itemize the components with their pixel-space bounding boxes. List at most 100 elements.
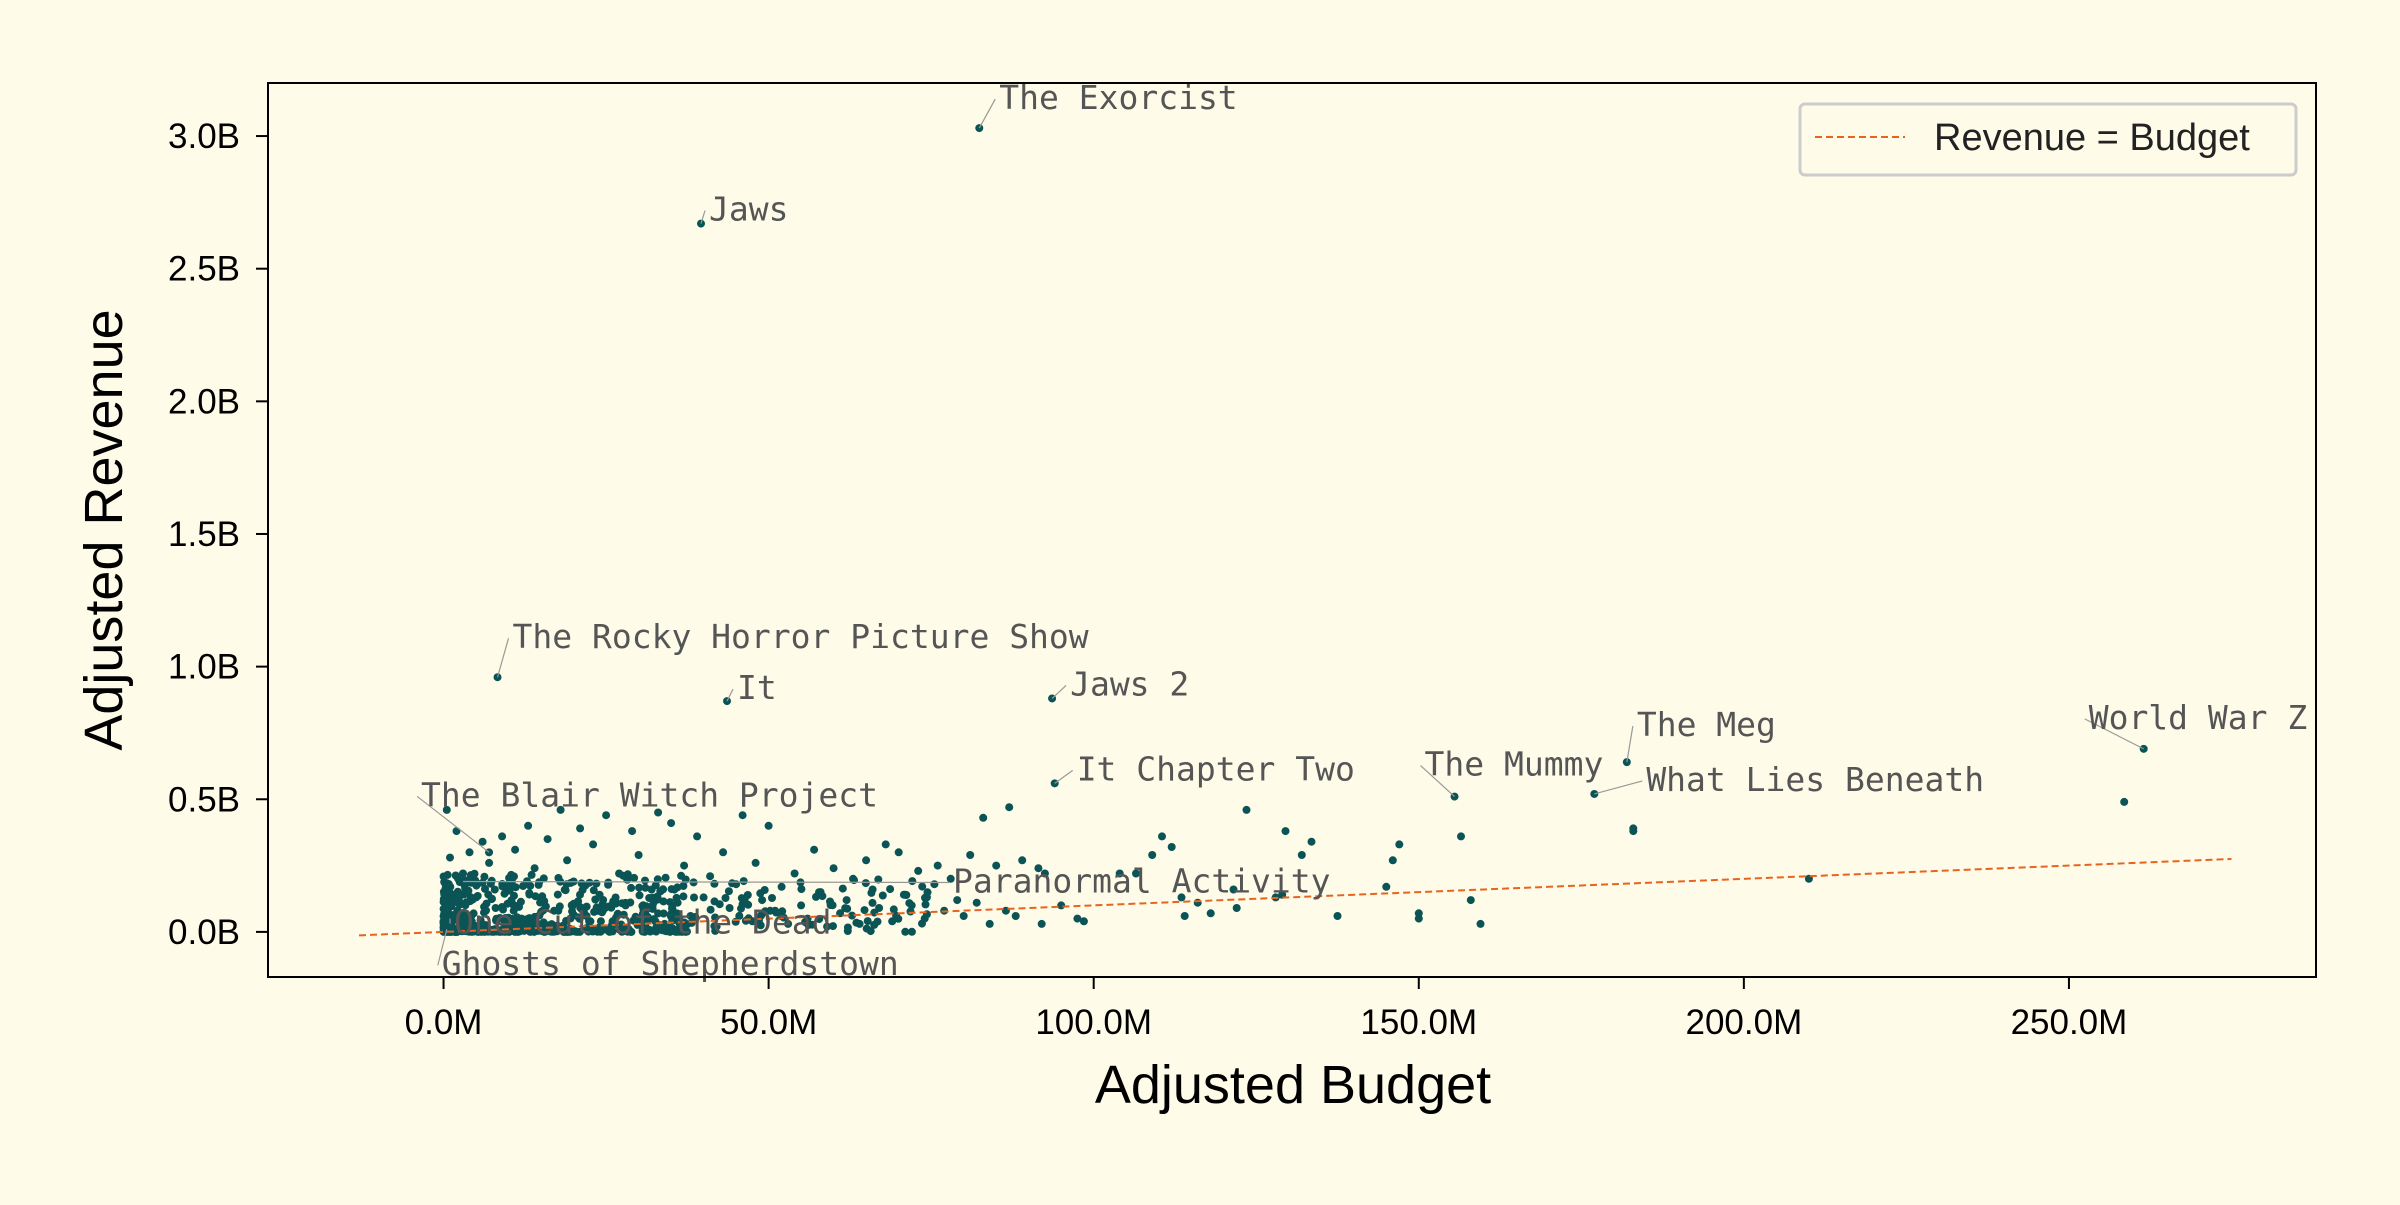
scatter-point — [862, 924, 871, 933]
scatter-point — [480, 872, 489, 881]
scatter-point — [823, 922, 832, 931]
annotation-leader — [1051, 685, 1067, 699]
scatter-point — [484, 890, 493, 899]
scatter-point — [889, 905, 898, 914]
scatter-point — [463, 911, 472, 920]
scatter-point — [680, 861, 689, 870]
scatter-point — [576, 824, 585, 833]
scatter-point — [563, 856, 572, 865]
scatter-point — [1079, 917, 1088, 926]
x-tick-label: 200.0M — [1685, 1003, 1802, 1042]
scatter-point — [1232, 904, 1241, 912]
scatter-point — [510, 872, 518, 881]
scatter-point — [1476, 919, 1485, 928]
scatter-point — [466, 871, 475, 880]
scatter-point — [504, 882, 513, 891]
scatter-point — [848, 911, 856, 920]
scatter-point — [790, 869, 799, 878]
reference-line — [358, 857, 2232, 937]
scatter-point — [491, 904, 500, 912]
scatter-point — [1005, 803, 1014, 812]
legend-box — [1798, 102, 2298, 177]
scatter-point — [1034, 864, 1043, 873]
scatter-point — [498, 832, 507, 841]
scatter-point — [630, 873, 639, 882]
scatter-point — [739, 877, 748, 886]
scatter-point — [918, 882, 927, 891]
scatter-point — [690, 893, 698, 902]
scatter-point — [1167, 843, 1176, 851]
scatter-point — [611, 899, 620, 908]
scatter-point — [439, 887, 448, 896]
scatter-point — [1011, 912, 1020, 920]
scatter-point — [635, 891, 644, 900]
scatter-point — [1333, 912, 1342, 920]
scatter-point — [751, 858, 760, 867]
scatter-point — [1018, 856, 1027, 865]
y-tick-label: 0.0B — [168, 913, 240, 952]
scatter-point — [524, 821, 533, 830]
y-tick-label: 1.0B — [168, 648, 240, 687]
scatter-point — [623, 875, 632, 884]
scatter-point — [804, 921, 813, 929]
scatter-point — [699, 893, 708, 902]
scatter-point — [543, 835, 552, 844]
scatter-point — [573, 927, 582, 936]
scatter-point — [490, 885, 499, 894]
scatter-point — [584, 927, 593, 936]
scatter-point — [1132, 869, 1140, 878]
scatter-point — [525, 889, 534, 898]
scatter-point — [921, 893, 929, 902]
scatter-point — [721, 894, 730, 902]
scatter-point — [725, 904, 734, 912]
scatter-point — [485, 858, 494, 867]
scatter-point — [1457, 832, 1465, 841]
annotation-leader — [463, 880, 950, 884]
scatter-point — [975, 124, 984, 133]
x-axis-title: Adjusted Budget — [1095, 1055, 1491, 1115]
scatter-point — [550, 906, 559, 915]
scatter-point — [510, 901, 519, 910]
scatter-point — [604, 878, 613, 887]
scatter-point — [810, 845, 819, 854]
scatter-point — [574, 913, 583, 922]
y-tick-label: 2.0B — [168, 382, 240, 421]
scatter-point — [582, 912, 591, 920]
point-label: The Exorcist — [999, 78, 1237, 117]
point-label: What Lies Beneath — [1646, 760, 1984, 799]
scatter-point — [908, 877, 917, 886]
scatter-point — [456, 909, 465, 918]
scatter-point — [668, 905, 677, 914]
x-tick-label: 50.0M — [720, 1003, 817, 1042]
legend: Revenue = Budget — [1798, 102, 2298, 177]
scatter-point — [472, 893, 481, 902]
scatter-point — [661, 873, 670, 882]
scatter-point — [576, 890, 584, 899]
scatter-point — [778, 907, 787, 916]
scatter-point — [553, 890, 562, 899]
y-axis-title: Adjusted Revenue — [74, 309, 134, 750]
annotation-leader — [1594, 780, 1643, 795]
x-tick-label: 100.0M — [1035, 1003, 1152, 1042]
scatter-point — [724, 887, 733, 896]
scatter-point — [537, 907, 546, 916]
x-tick-label: 0.0M — [405, 1003, 483, 1042]
scatter-point — [615, 925, 624, 934]
scatter-point — [863, 917, 872, 926]
scatter-point — [563, 927, 572, 936]
scatter-point — [797, 885, 806, 894]
scatter-point — [597, 906, 606, 915]
scatter-point — [838, 884, 847, 893]
scatter-point — [492, 914, 501, 923]
scatter-point — [816, 888, 825, 897]
scatter-point — [966, 851, 975, 859]
point-label: World War Z — [2089, 698, 2308, 737]
scatter-point — [642, 902, 651, 911]
scatter-point — [501, 914, 510, 922]
annotation-leader — [978, 98, 996, 129]
scatter-point — [589, 886, 598, 895]
annotation-leader — [416, 795, 490, 853]
scatter-point — [930, 880, 939, 889]
x-tick-label: 250.0M — [2011, 1003, 2128, 1042]
scatter-point — [647, 885, 656, 894]
